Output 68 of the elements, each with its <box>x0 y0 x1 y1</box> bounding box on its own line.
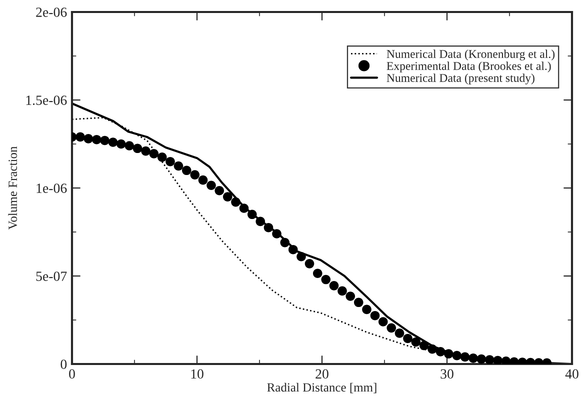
point <box>116 139 126 149</box>
point <box>411 337 421 347</box>
point <box>493 356 502 364</box>
x-tick-label: 20 <box>316 369 328 379</box>
legend-label: Numerical Data (present study) <box>386 74 534 84</box>
point <box>100 136 110 146</box>
point <box>394 328 404 338</box>
point <box>362 304 372 314</box>
point <box>239 204 249 213</box>
point <box>174 161 184 171</box>
x-tick-label: 10 <box>191 369 204 379</box>
point <box>264 222 274 232</box>
point <box>247 210 257 220</box>
point <box>92 134 102 144</box>
y-tick-label: 0 <box>60 360 67 369</box>
point <box>403 334 412 344</box>
point <box>166 156 175 166</box>
point <box>182 166 192 176</box>
point <box>149 149 159 158</box>
legend-label: Numerical Data (Kronenburg et al.) <box>386 50 555 60</box>
point <box>321 274 331 284</box>
y-tick-label: 5e-07 <box>36 272 67 281</box>
x-tick-label: 40 <box>565 369 578 379</box>
point <box>346 292 356 301</box>
x-axis-title: Radial Distance [mm] <box>267 382 376 394</box>
point <box>378 317 388 326</box>
point <box>280 238 290 248</box>
point <box>206 180 216 190</box>
point <box>198 175 208 185</box>
point <box>386 323 396 333</box>
point <box>452 350 462 360</box>
y-tick-label: 1.5e-06 <box>26 96 67 106</box>
point <box>84 134 94 144</box>
y-axis-title: Volume Fraction <box>8 146 18 230</box>
point <box>484 355 494 364</box>
point <box>157 152 167 162</box>
point <box>108 138 118 147</box>
point <box>76 132 85 142</box>
point <box>190 170 200 180</box>
point <box>231 197 240 207</box>
point <box>132 144 142 154</box>
point <box>444 349 454 358</box>
point <box>468 354 478 363</box>
point <box>312 268 322 278</box>
point <box>222 192 232 202</box>
point <box>141 146 150 156</box>
point <box>214 186 224 196</box>
point <box>296 252 306 262</box>
point <box>338 286 347 296</box>
point <box>256 216 266 226</box>
point <box>370 310 380 320</box>
point <box>460 352 470 362</box>
point <box>288 244 298 254</box>
y-tick-label: 1e-06 <box>36 184 67 193</box>
x-tick-label: 0 <box>69 369 75 379</box>
point <box>354 298 364 308</box>
point <box>419 340 429 350</box>
point <box>329 281 339 290</box>
point <box>428 344 437 354</box>
x-tick-label: 30 <box>440 369 454 379</box>
legend-label: Experimental Data (Brookes et al.) <box>386 62 551 72</box>
y-tick-label: 2e-06 <box>36 8 67 17</box>
point <box>304 259 314 268</box>
point <box>436 347 446 356</box>
point <box>476 354 486 364</box>
point <box>501 356 511 364</box>
point <box>272 229 282 238</box>
point <box>124 141 134 150</box>
